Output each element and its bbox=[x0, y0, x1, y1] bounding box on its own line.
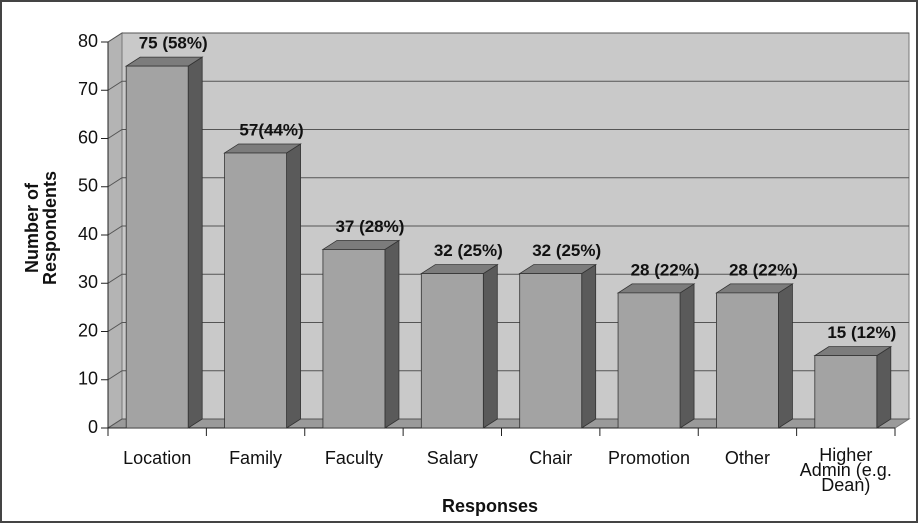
bar-top bbox=[813, 346, 893, 357]
grid-line bbox=[107, 225, 909, 236]
bar-side bbox=[384, 239, 400, 429]
bar bbox=[813, 345, 893, 429]
y-tick-label: 0 bbox=[88, 417, 98, 437]
x-tick-label: Faculty bbox=[324, 448, 383, 468]
bar-side bbox=[876, 345, 892, 429]
bar-side bbox=[581, 263, 597, 429]
bar-top bbox=[518, 264, 598, 275]
bar-top bbox=[715, 283, 794, 294]
grid-line bbox=[107, 32, 909, 43]
value-label: 57(44%) bbox=[239, 120, 303, 139]
y-tick-label: 60 bbox=[78, 127, 98, 147]
bar bbox=[321, 239, 401, 429]
bar-side bbox=[482, 263, 498, 429]
bar-front bbox=[814, 355, 878, 429]
bar-side bbox=[778, 283, 793, 429]
bar bbox=[124, 56, 204, 429]
value-label: 28 (22%) bbox=[729, 260, 798, 279]
bar-front bbox=[420, 273, 484, 429]
bar-front bbox=[125, 65, 189, 429]
bar-top bbox=[124, 56, 204, 67]
x-tick-label: Location bbox=[123, 448, 192, 468]
bar-top bbox=[223, 143, 302, 154]
value-label: 32 (25%) bbox=[434, 241, 503, 260]
bar-side bbox=[286, 143, 301, 429]
y-tick-label: 80 bbox=[78, 31, 98, 51]
y-axis-title: Number of Respondents bbox=[22, 171, 60, 286]
value-label: 15 (12%) bbox=[827, 323, 896, 342]
bar-front bbox=[224, 152, 287, 429]
value-label: 37 (28%) bbox=[335, 217, 404, 236]
bar bbox=[518, 263, 598, 429]
x-tick-label: Higher Admin (e.g. Dean) bbox=[799, 445, 892, 495]
value-label: 28 (22%) bbox=[631, 260, 700, 279]
bar-side bbox=[187, 56, 203, 429]
bar-front bbox=[716, 292, 779, 429]
y-tick-label: 30 bbox=[78, 272, 98, 292]
y-tick-label: 70 bbox=[78, 79, 98, 99]
bar-top bbox=[321, 240, 401, 250]
y-tick-label: 50 bbox=[78, 176, 98, 196]
bar bbox=[616, 283, 696, 429]
bar-top bbox=[419, 264, 499, 275]
x-tick-label: Salary bbox=[426, 448, 478, 468]
bar-front bbox=[322, 249, 386, 429]
x-tick-label: Other bbox=[724, 448, 770, 468]
x-axis-title: Responses bbox=[441, 496, 539, 516]
x-tick-label: Chair bbox=[529, 448, 573, 468]
grid-line bbox=[107, 80, 909, 91]
y-tick-label: 10 bbox=[78, 369, 98, 389]
grid-line bbox=[107, 177, 909, 188]
bar bbox=[223, 143, 302, 429]
x-tick-label: Family bbox=[229, 448, 283, 468]
bar-side bbox=[679, 283, 695, 429]
bar-front bbox=[519, 273, 583, 429]
value-label: 32 (25%) bbox=[532, 241, 601, 260]
bar bbox=[715, 283, 794, 429]
grid-line bbox=[107, 129, 909, 139]
bar-front bbox=[617, 292, 681, 429]
y-tick-label: 20 bbox=[78, 320, 98, 340]
grid-line bbox=[107, 273, 909, 284]
x-tick-label: Promotion bbox=[608, 448, 691, 468]
y-tick-label: 40 bbox=[78, 224, 98, 244]
bar-top bbox=[616, 283, 696, 294]
value-label: 75 (58%) bbox=[139, 34, 208, 53]
bar bbox=[419, 263, 499, 429]
